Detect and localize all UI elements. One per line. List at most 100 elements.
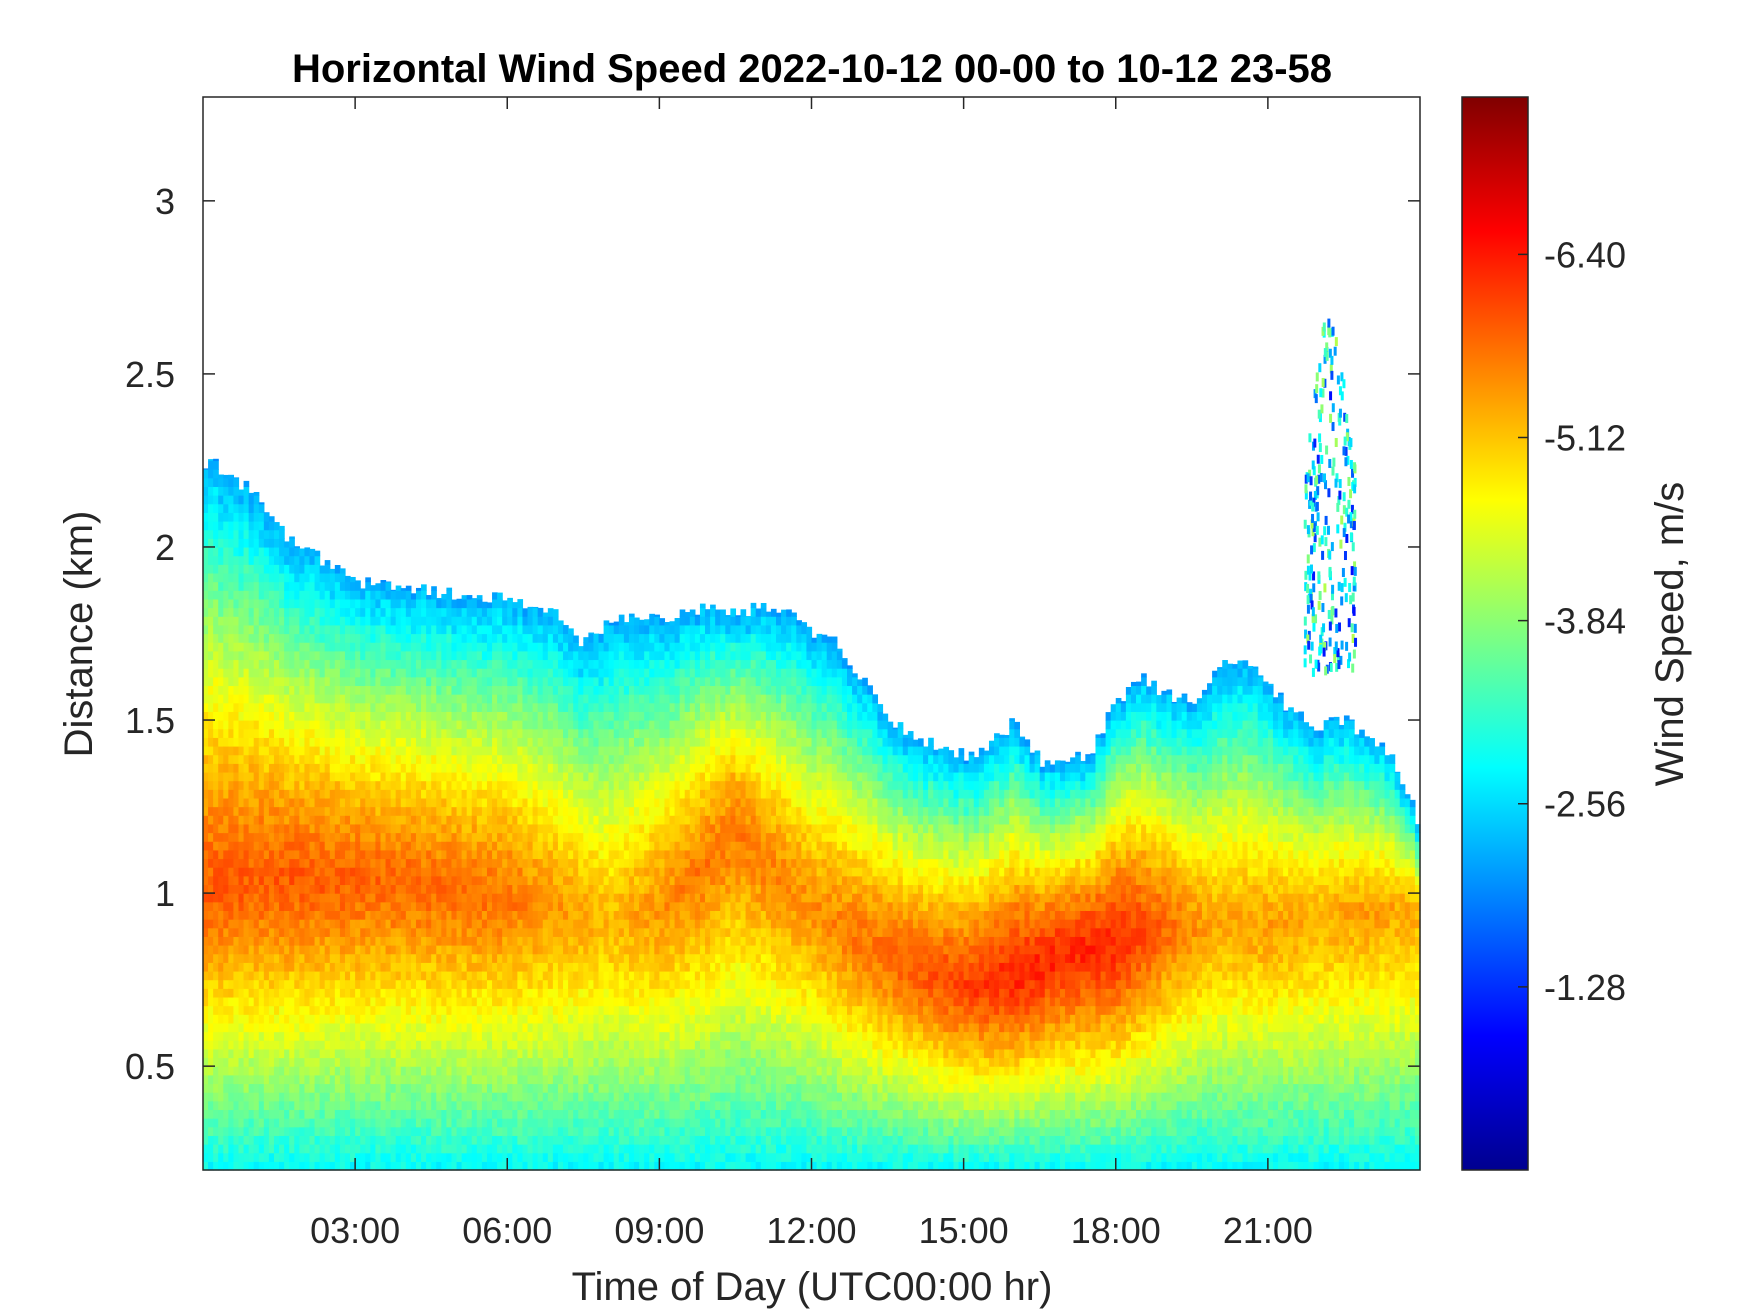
heatmap-cell <box>466 797 473 808</box>
heatmap-cell <box>476 745 483 756</box>
heatmap-cell <box>512 962 518 972</box>
heatmap-cell <box>294 1161 300 1171</box>
heatmap-cell <box>253 624 260 635</box>
heatmap-cell <box>248 789 255 799</box>
heatmap-cell <box>552 1014 559 1024</box>
heatmap-cell <box>502 763 508 773</box>
heatmap-cell <box>203 763 209 773</box>
heatmap-cell <box>243 642 250 652</box>
heatmap-cell <box>208 529 214 539</box>
heatmap-cell <box>243 901 250 911</box>
heatmap-cell <box>319 849 326 860</box>
heatmap-cell <box>517 996 524 1007</box>
heatmap-cell <box>218 503 224 513</box>
heatmap-cell <box>273 607 280 617</box>
heatmap-cell <box>263 642 270 652</box>
heatmap-cell <box>268 970 275 981</box>
heatmap-cell <box>522 702 529 712</box>
heatmap-cell <box>466 745 473 756</box>
heatmap-cell <box>324 763 331 773</box>
heatmap-cell <box>248 823 255 834</box>
heatmap-cell <box>324 789 331 799</box>
heatmap-cell <box>400 711 407 721</box>
heatmap-cell <box>213 849 219 860</box>
heatmap-cell <box>522 841 529 851</box>
heatmap-cell <box>497 979 503 989</box>
heatmap-cell <box>238 815 245 825</box>
heatmap-cell <box>365 668 371 678</box>
heatmap-cell <box>243 962 250 972</box>
heatmap-cell <box>481 754 488 764</box>
heatmap-cell <box>405 780 412 790</box>
heatmap-cell <box>324 1100 331 1111</box>
heatmap-cell <box>431 936 437 946</box>
heatmap-cell <box>476 962 483 972</box>
heatmap-cell <box>309 702 316 712</box>
heatmap-cell <box>223 546 229 557</box>
heatmap-cell <box>537 1135 544 1145</box>
heatmap-cell <box>273 1048 280 1059</box>
heatmap-cell <box>344 797 351 808</box>
heatmap-cell <box>299 1057 306 1067</box>
heatmap-cell <box>213 893 219 903</box>
heatmap-cell <box>486 694 493 704</box>
heatmap-cell <box>522 650 529 661</box>
heatmap-cell <box>456 815 463 825</box>
heatmap-cell <box>405 1031 412 1041</box>
heatmap-cell <box>365 616 371 626</box>
heatmap-cell <box>446 694 453 704</box>
heatmap-cell <box>532 832 539 842</box>
heatmap-cell <box>365 910 371 920</box>
heatmap-cell <box>339 590 346 600</box>
heatmap-cell <box>446 780 453 790</box>
heatmap-cell <box>390 1109 397 1119</box>
heatmap-cell <box>481 823 488 834</box>
heatmap-cell <box>370 1014 377 1024</box>
heatmap-cell <box>400 771 407 782</box>
heatmap-cell <box>415 676 422 687</box>
heatmap-cell <box>339 979 346 989</box>
heatmap-cell <box>436 1057 442 1067</box>
heatmap-cell <box>446 910 453 920</box>
heatmap-cell <box>486 1048 493 1059</box>
heatmap-cell <box>557 962 564 972</box>
heatmap-cell <box>400 893 407 903</box>
heatmap-cell <box>390 945 397 955</box>
heatmap-cell <box>405 1066 412 1076</box>
heatmap-cell <box>258 1022 265 1033</box>
heatmap-cell <box>441 936 447 946</box>
heatmap-cell <box>512 789 518 799</box>
heatmap-cell <box>319 668 326 678</box>
heatmap-cell <box>203 1040 209 1050</box>
heatmap-cell <box>203 901 209 911</box>
heatmap-cell <box>273 875 280 886</box>
heatmap-cell <box>451 728 458 738</box>
heatmap-cell <box>350 936 356 946</box>
heatmap-cell <box>451 1040 458 1050</box>
heatmap-cell <box>502 650 508 661</box>
heatmap-cell <box>314 1100 321 1111</box>
heatmap-cell <box>273 996 280 1007</box>
heatmap-cell <box>360 754 366 764</box>
heatmap-cell <box>339 867 346 877</box>
heatmap-cell <box>319 1144 326 1154</box>
heatmap-cell <box>415 1092 422 1102</box>
heatmap-cell <box>223 806 229 816</box>
heatmap-cell <box>324 1152 331 1162</box>
heatmap-cell <box>355 598 361 609</box>
heatmap-cell <box>390 1074 397 1085</box>
heatmap-cell <box>355 1022 361 1033</box>
heatmap-cell <box>537 962 544 972</box>
heatmap-cell <box>339 754 346 764</box>
heatmap-cell <box>405 841 412 851</box>
heatmap-cell <box>223 1152 229 1162</box>
heatmap-cell <box>248 694 255 704</box>
heatmap-cell <box>324 720 331 730</box>
heatmap-cell <box>390 1118 397 1128</box>
heatmap-cell <box>415 1100 422 1111</box>
heatmap-cell <box>218 694 224 704</box>
heatmap-cell <box>476 754 483 764</box>
heatmap-cell <box>268 546 275 557</box>
heatmap-cell <box>284 1144 290 1154</box>
heatmap-cell <box>329 849 336 860</box>
